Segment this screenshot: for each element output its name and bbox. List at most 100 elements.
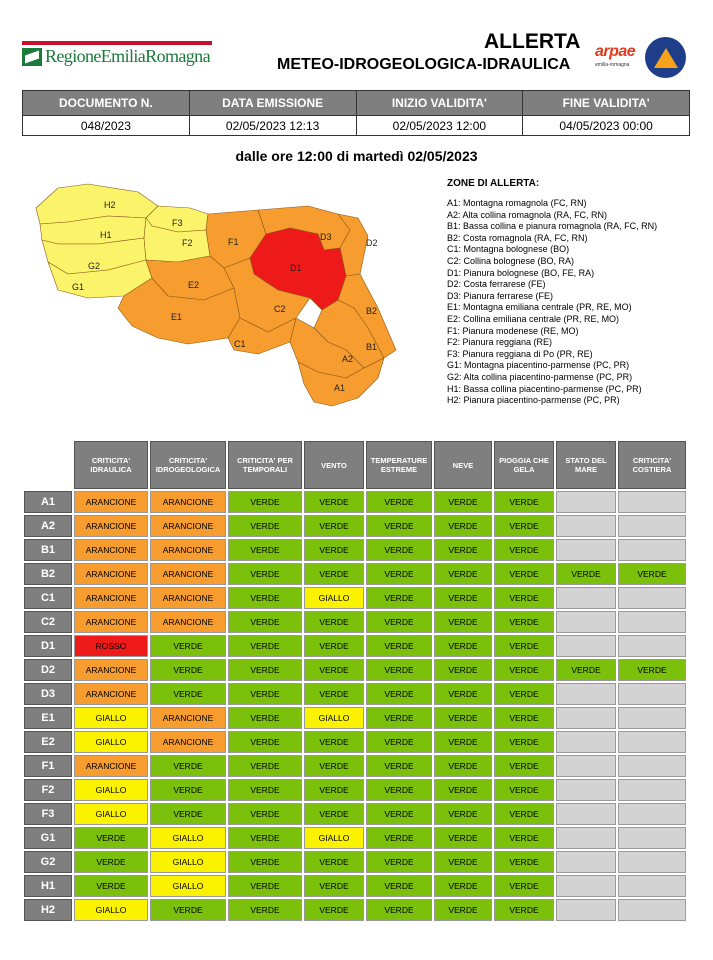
zone-code: G1 xyxy=(24,827,72,849)
col-header-idrogeologica: CRITICITA' IDROGEOLOGICA xyxy=(150,441,226,489)
table-row: G1 VERDE GIALLO VERDE GIALLO VERDE VERDE VERDE xyxy=(24,827,686,849)
alert-level-cell: VERDE xyxy=(434,659,492,681)
zone-code: B1 xyxy=(24,539,72,561)
zone-code: E1 xyxy=(24,707,72,729)
alert-level-cell: VERDE xyxy=(366,515,432,537)
alert-level-cell: ARANCIONE xyxy=(74,659,148,681)
protezione-civile-logo-icon xyxy=(645,37,686,78)
alert-level-cell: ARANCIONE xyxy=(150,563,226,585)
zone-legend-item: E2: Collina emiliana centrale (PR, RE, M… xyxy=(447,313,620,324)
empty-cell xyxy=(618,587,686,609)
alert-level-cell: GIALLO xyxy=(74,899,148,921)
zone-code: A1 xyxy=(24,491,72,513)
empty-cell xyxy=(556,515,616,537)
map-label: D1 xyxy=(290,263,302,273)
empty-cell xyxy=(556,899,616,921)
alert-level-cell: ARANCIONE xyxy=(150,587,226,609)
alert-level-cell: GIALLO xyxy=(74,803,148,825)
alert-level-cell: VERDE xyxy=(228,779,302,801)
zone-legend-item: G1: Montagna piacentino-parmense (PC, PR… xyxy=(447,360,630,371)
alert-level-cell: VERDE xyxy=(434,803,492,825)
zone-legend-item: C1: Montagna bolognese (BO) xyxy=(447,244,570,255)
map-label: F3 xyxy=(172,218,183,228)
document-info-table: DOCUMENTO N. DATA EMISSIONE INIZIO VALID… xyxy=(22,90,690,136)
empty-cell xyxy=(618,491,686,513)
alert-level-cell: VERDE xyxy=(366,779,432,801)
zone-legend-item: B2: Costa romagnola (RA, FC, RN) xyxy=(447,232,588,243)
col-header-idraulica: CRITICITA' IDRAULICA xyxy=(74,441,148,489)
doc-valid-from: 02/05/2023 12:00 xyxy=(355,115,524,136)
empty-cell xyxy=(556,491,616,513)
alert-level-cell: VERDE xyxy=(494,875,554,897)
alert-level-cell: VERDE xyxy=(228,851,302,873)
zone-legend-item: C2: Collina bolognese (BO, RA) xyxy=(447,255,575,266)
zone-code: D2 xyxy=(24,659,72,681)
empty-cell xyxy=(618,611,686,633)
table-row: E2 GIALLO ARANCIONE VERDE VERDE VERDE VERDE VER… xyxy=(24,731,686,753)
logo-accent-bar xyxy=(22,41,212,45)
alert-table-header-row: CRITICITA' IDRAULICA CRITICITA' IDROGEOL… xyxy=(24,441,686,489)
empty-cell xyxy=(618,803,686,825)
table-row: B1 ARANCIONE ARANCIONE VERDE VERDE VERDE VERDE… xyxy=(24,539,686,561)
empty-cell xyxy=(618,635,686,657)
zone-code: G2 xyxy=(24,851,72,873)
alert-level-cell: VERDE xyxy=(304,851,364,873)
alert-level-cell: VERDE xyxy=(494,587,554,609)
map-label: A1 xyxy=(334,383,345,393)
alert-level-cell: ARANCIONE xyxy=(150,707,226,729)
alert-level-cell: VERDE xyxy=(366,731,432,753)
alert-level-cell: VERDE xyxy=(304,659,364,681)
doc-header-valid-to: FINE VALIDITA' xyxy=(522,90,690,116)
alert-level-cell: VERDE xyxy=(434,707,492,729)
alert-level-cell: GIALLO xyxy=(150,851,226,873)
alert-level-cell: VERDE xyxy=(366,707,432,729)
empty-cell xyxy=(556,755,616,777)
alert-level-cell: VERDE xyxy=(434,683,492,705)
alert-level-cell: VERDE xyxy=(150,755,226,777)
table-row: H1 VERDE GIALLO VERDE VERDE VERDE VERDE VERDE xyxy=(24,875,686,897)
alert-level-cell: ARANCIONE xyxy=(74,755,148,777)
alert-level-cell: VERDE xyxy=(494,731,554,753)
regione-logo-text: RegioneEmiliaRomagna xyxy=(45,46,211,66)
table-row: F1 ARANCIONE VERDE VERDE VERDE VERDE VERDE VERD… xyxy=(24,755,686,777)
alert-level-cell: VERDE xyxy=(494,683,554,705)
table-row: F3 GIALLO VERDE VERDE VERDE VERDE VERDE VERDE xyxy=(24,803,686,825)
alert-level-cell: VERDE xyxy=(434,539,492,561)
doc-issue-date: 02/05/2023 12:13 xyxy=(188,115,357,136)
alert-level-cell: VERDE xyxy=(228,611,302,633)
regione-logo: RegioneEmiliaRomagna xyxy=(22,46,211,67)
alert-level-cell: VERDE xyxy=(304,899,364,921)
alert-level-cell: VERDE xyxy=(228,827,302,849)
alert-level-cell: VERDE xyxy=(366,827,432,849)
alert-level-cell: VERDE xyxy=(494,659,554,681)
empty-cell xyxy=(556,803,616,825)
table-row: A1 ARANCIONE ARANCIONE VERDE VERDE VERDE VERDE… xyxy=(24,491,686,513)
table-row: C1 ARANCIONE ARANCIONE VERDE GIALLO VERDE VERD… xyxy=(24,587,686,609)
alert-level-cell: VERDE xyxy=(434,563,492,585)
alert-level-cell: VERDE xyxy=(304,539,364,561)
alert-level-cell: VERDE xyxy=(434,515,492,537)
alert-level-cell: VERDE xyxy=(228,491,302,513)
alert-level-cell: VERDE xyxy=(304,875,364,897)
table-row: C2 ARANCIONE ARANCIONE VERDE VERDE VERDE VERDE… xyxy=(24,611,686,633)
col-header-pioggia-gela: PIOGGIA CHE GELA xyxy=(494,441,554,489)
table-row: D1 ROSSO VERDE VERDE VERDE VERDE VERDE VERDE xyxy=(24,635,686,657)
alert-level-cell: VERDE xyxy=(494,779,554,801)
zone-legend-item: A2: Alta collina romagnola (RA, FC, RN) xyxy=(447,209,608,220)
alert-level-cell: VERDE xyxy=(434,635,492,657)
empty-cell xyxy=(618,851,686,873)
zone-legend-item: D1: Pianura bolognese (BO, FE, RA) xyxy=(447,267,595,278)
alert-level-cell: ARANCIONE xyxy=(74,539,148,561)
col-header-neve: NEVE xyxy=(434,441,492,489)
alert-level-cell: VERDE xyxy=(434,587,492,609)
zone-code: H1 xyxy=(24,875,72,897)
doc-header-issue-date: DATA EMISSIONE xyxy=(188,90,357,116)
map-label: H2 xyxy=(104,200,116,210)
empty-cell xyxy=(618,683,686,705)
alert-level-cell: GIALLO xyxy=(150,827,226,849)
alert-level-cell: VERDE xyxy=(366,803,432,825)
alert-level-cell: VERDE xyxy=(228,539,302,561)
table-row: D2 ARANCIONE VERDE VERDE VERDE VERDE VERDE VERD… xyxy=(24,659,686,681)
map-label: B1 xyxy=(366,342,377,352)
alert-level-cell: VERDE xyxy=(228,875,302,897)
